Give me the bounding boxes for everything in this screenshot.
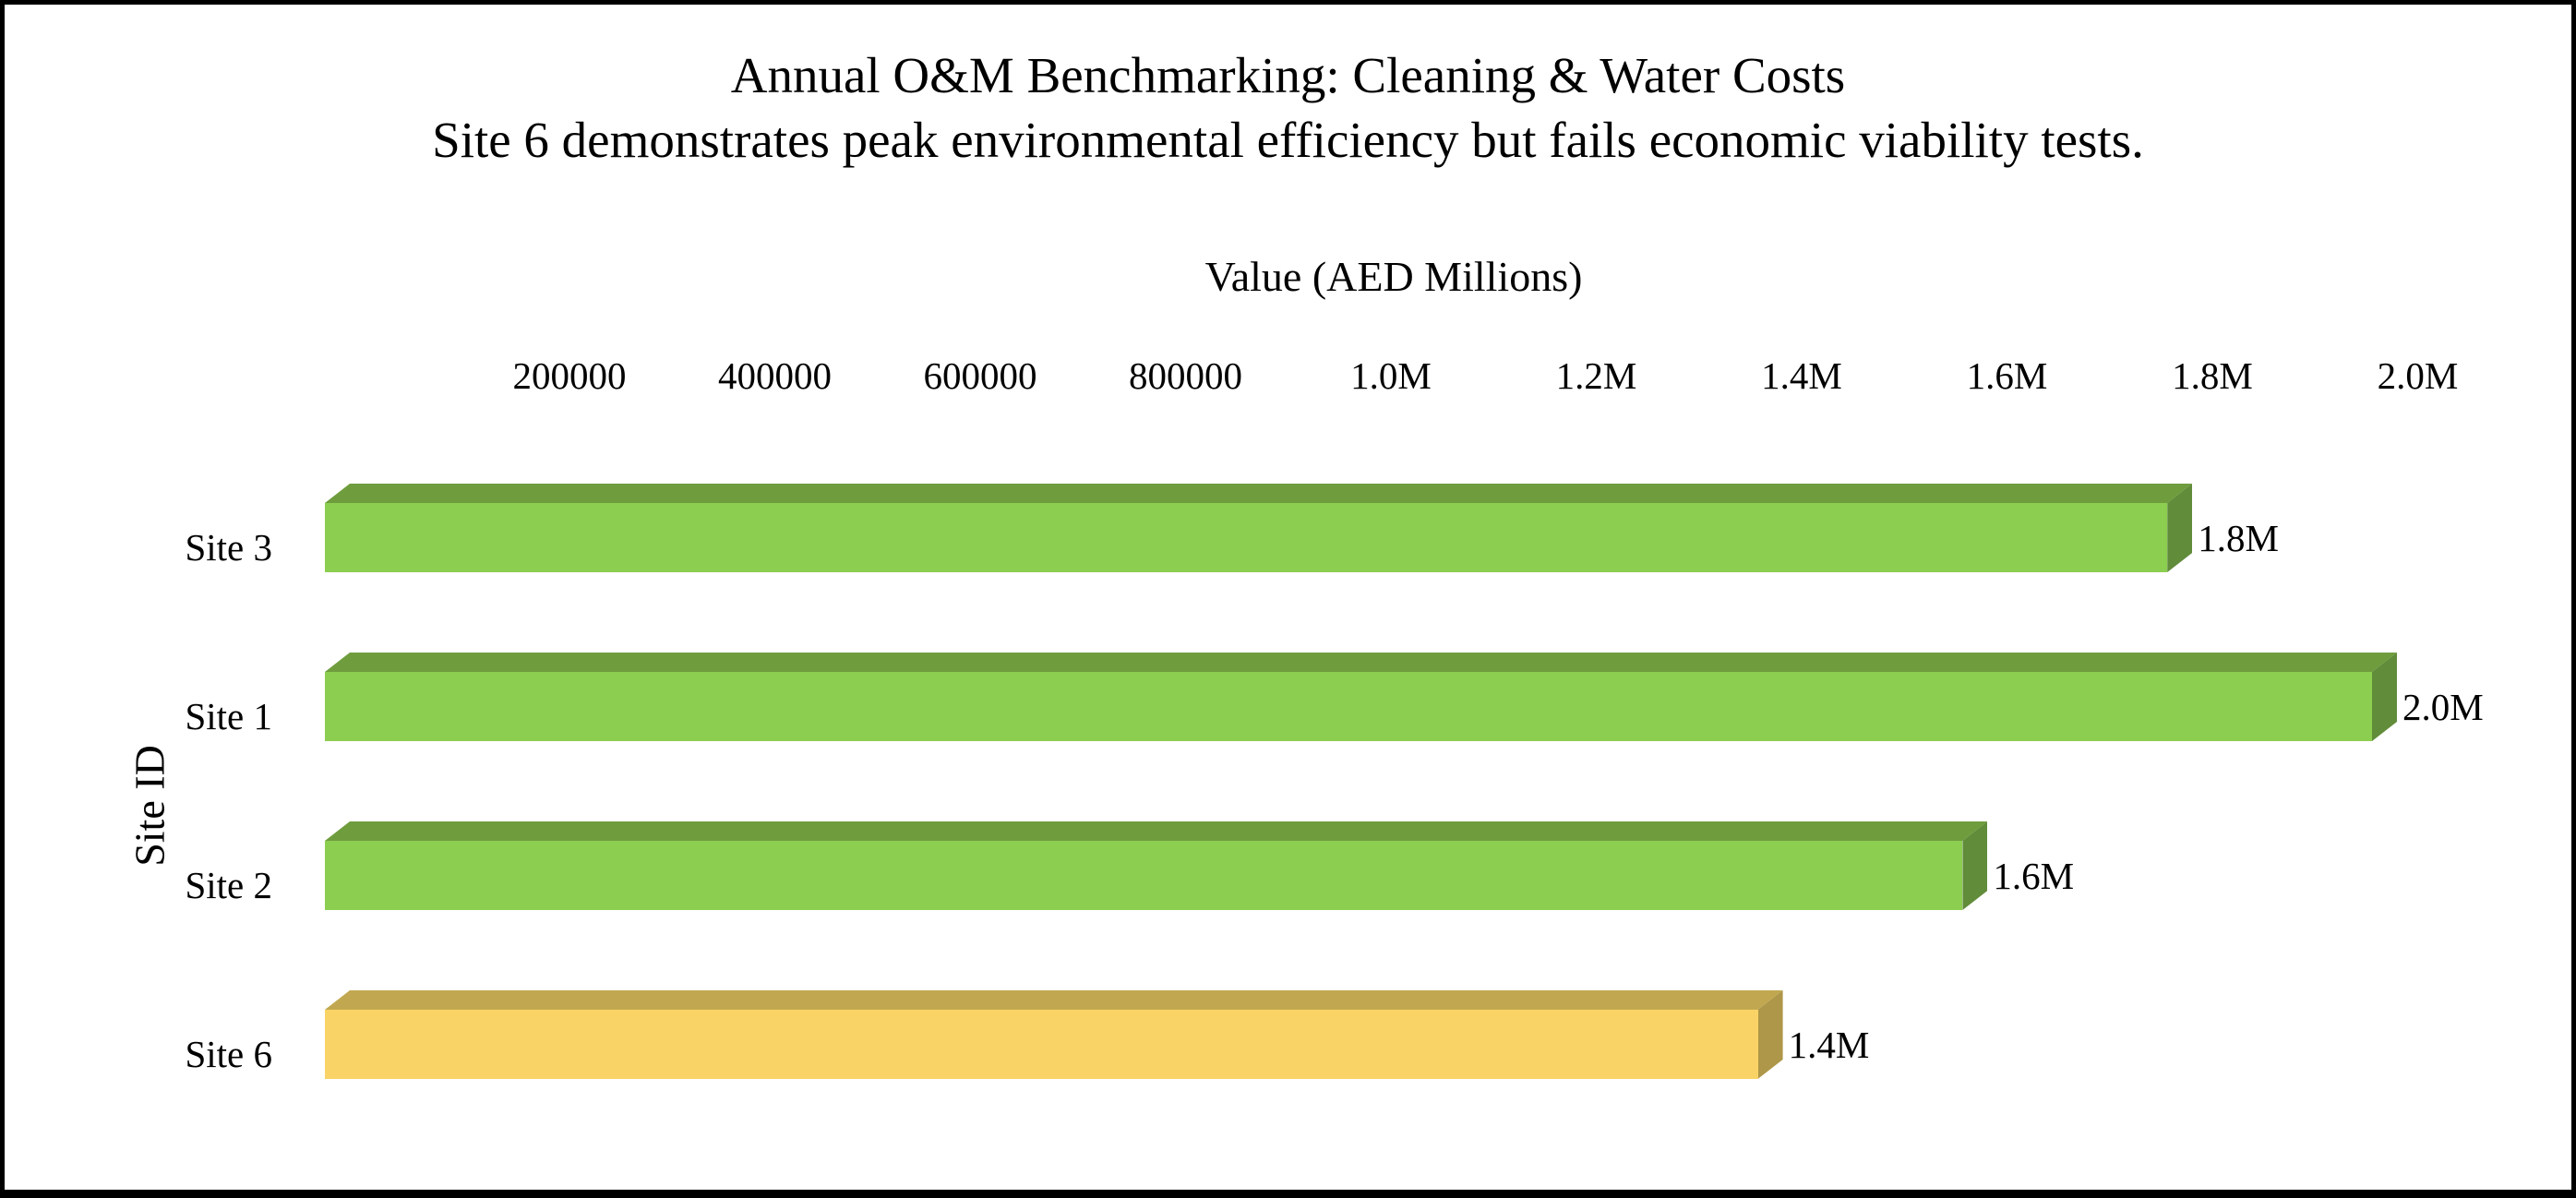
chart-title: Annual O&M Benchmarking: Cleaning & Wate… (5, 43, 2571, 173)
bar-site-1-front (325, 672, 2372, 741)
value-label-site-6: 1.4M (1788, 1023, 1870, 1066)
x-axis-title: Value (AED Millions) (1204, 253, 1583, 300)
x-tick-400000: 400000 (718, 354, 832, 397)
x-tick-1_8M: 1.8M (2172, 354, 2253, 397)
bar-site-1-top (325, 653, 2397, 672)
x-tick-1_4M: 1.4M (1761, 354, 1842, 397)
category-label-site-3: Site 3 (185, 525, 272, 569)
bar-site-2-top (325, 821, 1987, 841)
x-tick-800000: 800000 (1129, 354, 1242, 397)
x-tick-200000: 200000 (512, 354, 627, 397)
x-tick-1_6M: 1.6M (1966, 354, 2048, 397)
chart-title-line1: Annual O&M Benchmarking: Cleaning & Wate… (730, 47, 1846, 103)
x-tick-2_0M: 2.0M (2377, 354, 2459, 397)
category-label-site-1: Site 1 (185, 694, 272, 737)
bar-site-3-front (325, 503, 2168, 572)
x-tick-1_2M: 1.2M (1555, 354, 1637, 397)
value-label-site-2: 1.6M (1993, 854, 2075, 897)
category-label-site-6: Site 6 (185, 1032, 272, 1075)
category-label-site-2: Site 2 (185, 863, 272, 906)
x-tick-600000: 600000 (923, 354, 1037, 397)
bar-site-2-front (325, 841, 1963, 910)
bar-site-6-top (325, 990, 1783, 1010)
value-label-site-3: 1.8M (2198, 516, 2279, 559)
x-tick-1_0M: 1.0M (1350, 354, 1432, 397)
value-label-site-1: 2.0M (2402, 685, 2484, 728)
bar-site-6-front (325, 1010, 1758, 1079)
chart-title-line2: Site 6 demonstrates peak environmental e… (432, 112, 2144, 168)
y-axis-title: Site ID (126, 745, 174, 867)
bar-site-3-top (325, 484, 2192, 503)
